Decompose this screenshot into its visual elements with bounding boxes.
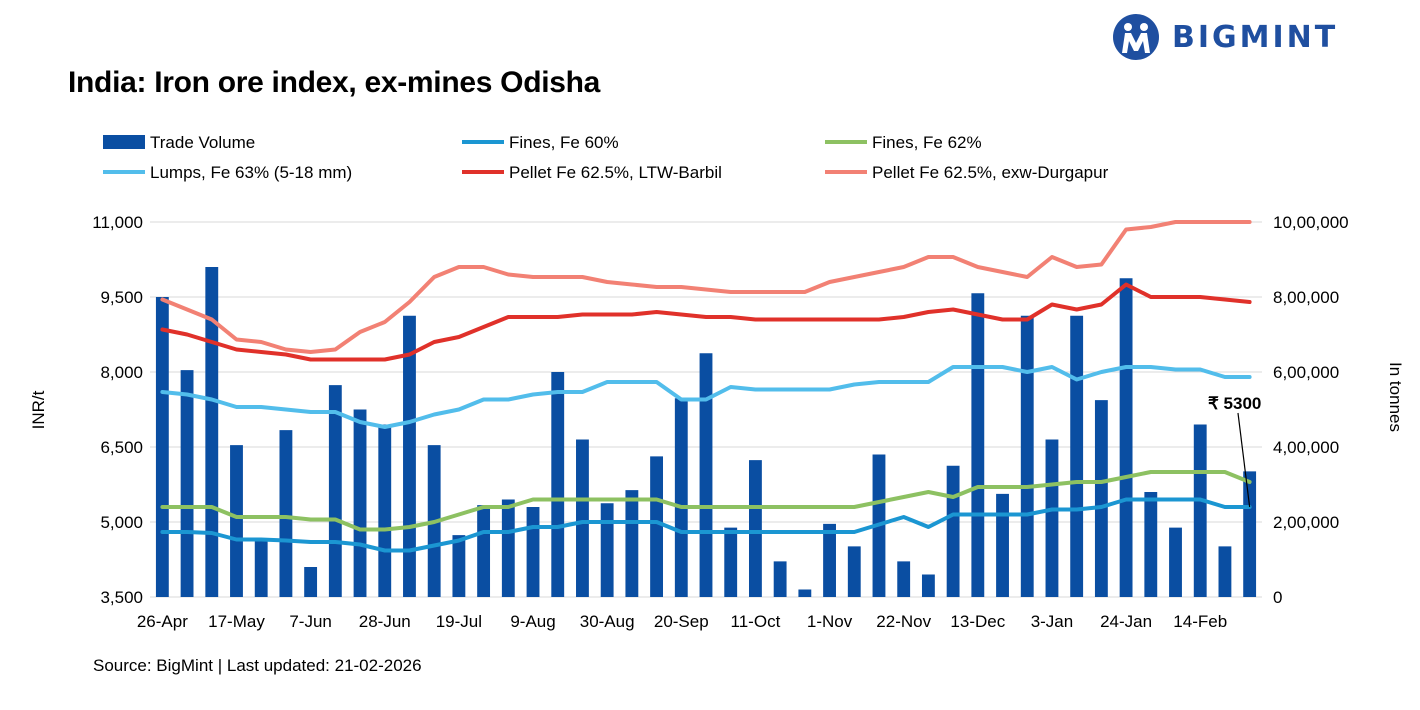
series-line [160, 282, 1252, 362]
x-tick-label: 19-Jul [436, 612, 482, 631]
y-right-tick-label: 4,00,000 [1273, 438, 1339, 457]
x-tick-label: 26-Apr [137, 612, 188, 631]
bar [946, 465, 960, 597]
x-tick-label: 11-Oct [731, 612, 781, 631]
x-tick-label: 14-Feb [1173, 612, 1227, 631]
bar [403, 315, 416, 597]
bar [279, 430, 293, 597]
legend: Trade Volume Fines, Fe 60% Fines, Fe 62% Lu… [103, 133, 1109, 182]
brand-logo: BIGMINT [1112, 12, 1338, 62]
brand-name: BIGMINT [1172, 19, 1339, 55]
y-right-tick-label: 0 [1273, 588, 1282, 607]
bar [1144, 492, 1158, 597]
bar [551, 372, 565, 597]
bar [452, 535, 466, 597]
bar [477, 505, 491, 597]
x-tick-label: 3-Jan [1031, 612, 1074, 631]
x-tick-label: 1-Nov [807, 612, 853, 631]
bar [1193, 424, 1207, 597]
bar [699, 353, 713, 597]
axes: 3,500 5,000 6,500 8,000 9,500 11,000 0 2,00,000… [29, 213, 1405, 631]
bar [526, 507, 540, 597]
bar [748, 460, 762, 597]
y-left-axis-title: INR/t [29, 390, 48, 429]
y-left-tick-label: 3,500 [100, 588, 143, 607]
legend-label: Pellet Fe 62.5%, LTW-Barbil [509, 163, 722, 182]
bar [304, 567, 318, 597]
bar [353, 409, 367, 597]
bar [971, 293, 985, 597]
bar [1094, 400, 1108, 597]
bar [798, 589, 812, 597]
chart-title: India: Iron ore index, ex-mines Odisha [68, 66, 601, 99]
bar [773, 561, 787, 597]
bar [1169, 527, 1182, 597]
bar [674, 398, 688, 597]
bar [650, 456, 664, 597]
x-tick-label: 28-Jun [359, 612, 411, 631]
bar [1243, 471, 1257, 597]
y-right-axis-title: In tonnes [1386, 362, 1405, 432]
x-tick-label: 30-Aug [580, 612, 635, 631]
bar [847, 546, 861, 597]
y-left-tick-label: 8,000 [100, 363, 143, 382]
bar [155, 297, 169, 597]
source-note: Source: BigMint | Last updated: 21-02-20… [93, 656, 422, 675]
x-tick-label: 9-Aug [510, 612, 555, 631]
legend-swatch [103, 135, 145, 149]
y-left-tick-label: 6,500 [100, 438, 143, 457]
annotation-label: ₹ 5300 [1208, 394, 1261, 413]
x-tick-label: 22-Nov [876, 612, 931, 631]
bar [1045, 439, 1059, 597]
bigmint-logo-icon [1113, 14, 1159, 60]
legend-label: Fines, Fe 62% [872, 133, 982, 152]
bar [328, 385, 342, 597]
annotation-leader [1237, 412, 1251, 508]
bar [897, 561, 911, 597]
x-tick-label: 24-Jan [1100, 612, 1152, 631]
y-right-tick-label: 2,00,000 [1273, 513, 1339, 532]
y-left-tick-label: 9,500 [100, 288, 143, 307]
line-series [160, 220, 1252, 553]
x-tick-label: 7-Jun [289, 612, 332, 631]
x-tick-label: 13-Dec [950, 612, 1005, 631]
legend-label: Lumps, Fe 63% (5-18 mm) [150, 163, 352, 182]
y-right-tick-label: 6,00,000 [1273, 363, 1339, 382]
bar [576, 439, 589, 597]
y-right-tick-label: 8,00,000 [1273, 288, 1339, 307]
y-right-tick-label: 10,00,000 [1273, 213, 1349, 232]
bar [996, 493, 1009, 597]
series-line [160, 220, 1252, 354]
bar [501, 499, 515, 597]
bar-series [155, 267, 1257, 597]
x-tick-label: 20-Sep [654, 612, 709, 631]
y-left-tick-label: 11,000 [92, 213, 143, 232]
bar [724, 527, 738, 597]
series-line [160, 497, 1252, 553]
bar [625, 490, 639, 597]
legend-label: Fines, Fe 60% [509, 133, 619, 152]
series-line [160, 470, 1252, 532]
bar [1218, 546, 1232, 597]
bar [180, 370, 194, 597]
bar [230, 445, 243, 597]
series-line [160, 365, 1252, 429]
x-tick-label: 17-May [208, 612, 265, 631]
bar [600, 503, 614, 597]
legend-label: Pellet Fe 62.5%, exw-Durgapur [872, 163, 1109, 182]
bar [205, 267, 219, 597]
y-left-tick-label: 5,000 [100, 513, 143, 532]
bar [1020, 315, 1034, 597]
annotations: ₹ 5300 [1208, 394, 1261, 508]
legend-label: Trade Volume [150, 133, 255, 152]
bar [378, 424, 392, 597]
bar [823, 523, 836, 597]
bar [1070, 315, 1084, 597]
bar [921, 574, 935, 597]
bar [254, 538, 268, 597]
bar [1119, 278, 1133, 597]
